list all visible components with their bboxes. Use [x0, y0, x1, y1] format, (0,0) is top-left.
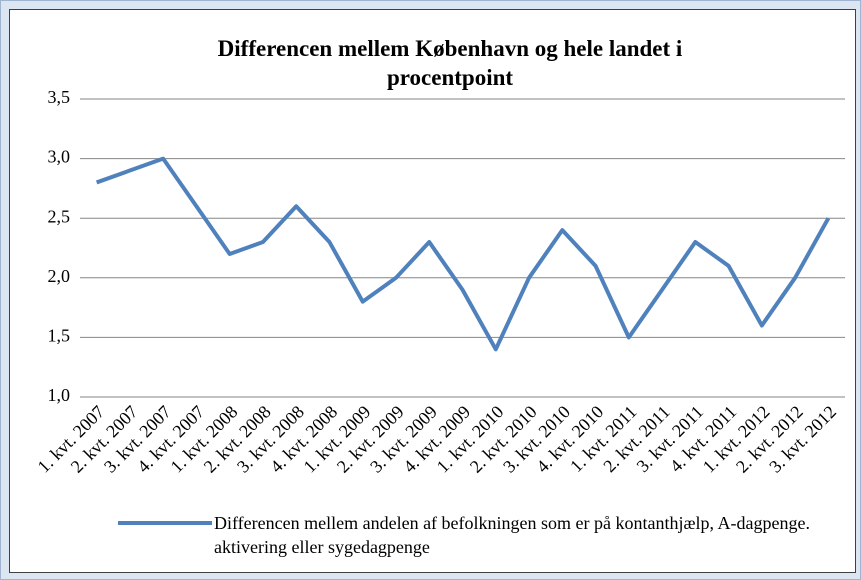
chart-area	[9, 9, 856, 573]
chart-title: Differencen mellem København og hele lan…	[217, 36, 683, 90]
y-tick-label: 2,5	[48, 206, 71, 226]
y-tick-label: 3,5	[48, 87, 71, 107]
y-tick-label: 1,0	[48, 385, 71, 405]
series-line	[95, 156, 831, 352]
y-tick-label: 2,0	[48, 266, 71, 286]
y-tick-label: 3,0	[48, 147, 71, 167]
legend-label: Differencen mellem andelen af befolkning…	[214, 513, 810, 557]
y-tick-label: 1,5	[48, 326, 71, 346]
